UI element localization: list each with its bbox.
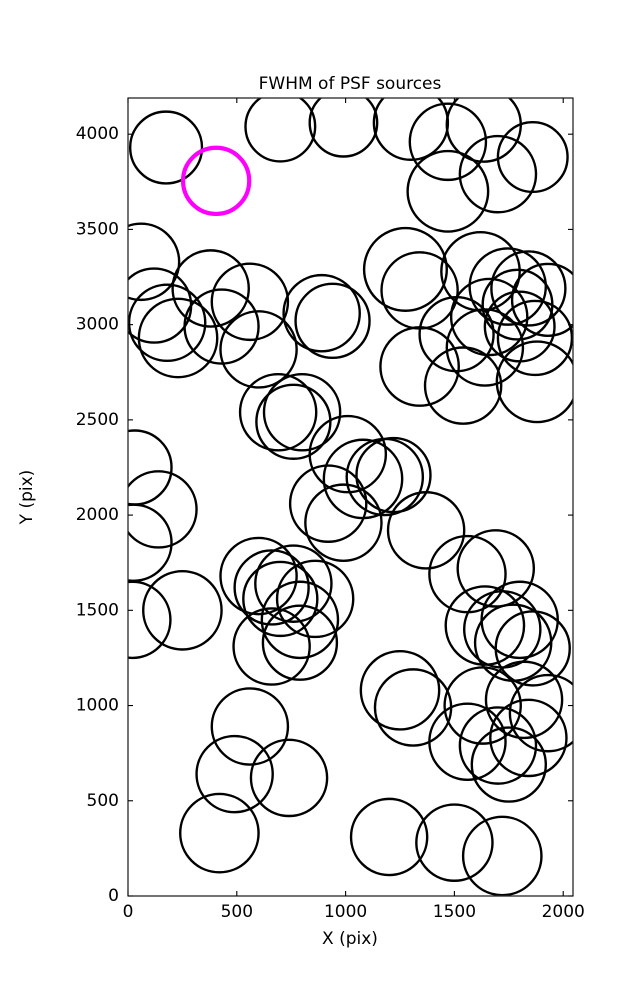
- y-tick-label: 2000: [76, 505, 119, 525]
- source-circle: [255, 383, 332, 460]
- source-circle: [288, 464, 368, 543]
- source-circle: [349, 797, 429, 877]
- x-tick-label: 500: [221, 902, 253, 922]
- source-circle: [128, 283, 207, 363]
- y-tick-label: 500: [87, 791, 119, 811]
- x-axis-ticks: 0 500 1000 1500 2000: [123, 98, 585, 922]
- source-circle: [468, 247, 548, 326]
- y-tick-label: 1000: [76, 696, 119, 716]
- source-circle: [171, 249, 250, 328]
- x-tick-label: 1000: [324, 902, 367, 922]
- source-circle: [249, 738, 329, 818]
- source-circle: [254, 544, 333, 623]
- source-circle: [219, 536, 298, 616]
- source-circle: [242, 560, 319, 638]
- source-circle: [304, 483, 383, 562]
- source-circle: [510, 262, 573, 337]
- source-circle: [282, 273, 361, 353]
- source-circle: [494, 610, 571, 687]
- source-circle: [496, 121, 569, 194]
- axes-box: [127, 97, 574, 897]
- source-circle: [449, 277, 529, 357]
- source-circle: [137, 297, 219, 379]
- source-circle: [179, 792, 260, 874]
- source-circle: [128, 222, 181, 302]
- x-tick-label: 1500: [433, 902, 476, 922]
- source-circle: [128, 580, 172, 660]
- source-circle: [386, 491, 466, 570]
- x-axis-label: X (pix): [322, 929, 378, 949]
- source-circle: [418, 295, 495, 373]
- source-circle: [359, 649, 441, 731]
- source-circle-layer: [128, 98, 573, 896]
- y-tick-label: 0: [108, 886, 119, 906]
- source-circle: [210, 262, 290, 342]
- source-circle: [508, 673, 573, 753]
- y-tick-label: 3500: [76, 219, 119, 239]
- source-circle: [470, 726, 548, 803]
- source-circle: [490, 250, 567, 327]
- selected-source-circle: [180, 145, 252, 217]
- source-circle: [484, 660, 564, 740]
- source-circle: [260, 580, 340, 660]
- source-circle: [262, 372, 342, 452]
- source-circle: [406, 149, 490, 233]
- y-axis-ticks: 0 500 1000 1500 2000 2500 3000 3500 4000: [76, 124, 573, 906]
- y-tick-label: 3000: [76, 315, 119, 335]
- y-tick-label: 4000: [76, 124, 119, 144]
- source-circle: [232, 607, 311, 686]
- source-circle: [210, 687, 290, 766]
- x-tick-label: 0: [123, 902, 134, 922]
- source-circle: [379, 326, 460, 407]
- source-circle: [458, 706, 538, 785]
- source-circle: [195, 734, 274, 814]
- source-circle: [294, 282, 371, 360]
- axes-frame: [127, 97, 574, 897]
- source-circle: [244, 98, 317, 163]
- source-circle: [489, 698, 568, 778]
- source-circle: [408, 102, 488, 182]
- source-circle: [428, 702, 507, 782]
- source-circle: [275, 559, 355, 639]
- source-circle: [238, 372, 318, 452]
- source-circle: [495, 340, 573, 424]
- x-tick-label: 2000: [542, 902, 585, 922]
- source-circle: [233, 549, 310, 626]
- source-circle: [128, 470, 198, 549]
- source-circle: [496, 299, 573, 377]
- y-tick-label: 2500: [76, 410, 119, 430]
- source-circle: [308, 414, 388, 494]
- source-circle: [362, 226, 448, 312]
- source-circle: [308, 98, 379, 158]
- source-circle: [219, 310, 298, 389]
- y-tick-label: 1500: [76, 600, 119, 620]
- source-circle: [444, 585, 526, 666]
- source-circle: [415, 803, 494, 882]
- source-circle: [183, 288, 260, 365]
- source-circle: [128, 110, 204, 185]
- source-circle: [456, 529, 536, 608]
- source-circle: [461, 815, 543, 896]
- source-circle: [423, 346, 503, 425]
- source-circle: [443, 666, 522, 745]
- source-circle: [458, 134, 538, 214]
- source-circle: [261, 604, 339, 681]
- page-title: FWHM of PSF sources: [259, 74, 442, 94]
- source-circle: [142, 569, 223, 651]
- y-axis-label: Y (pix): [17, 470, 37, 526]
